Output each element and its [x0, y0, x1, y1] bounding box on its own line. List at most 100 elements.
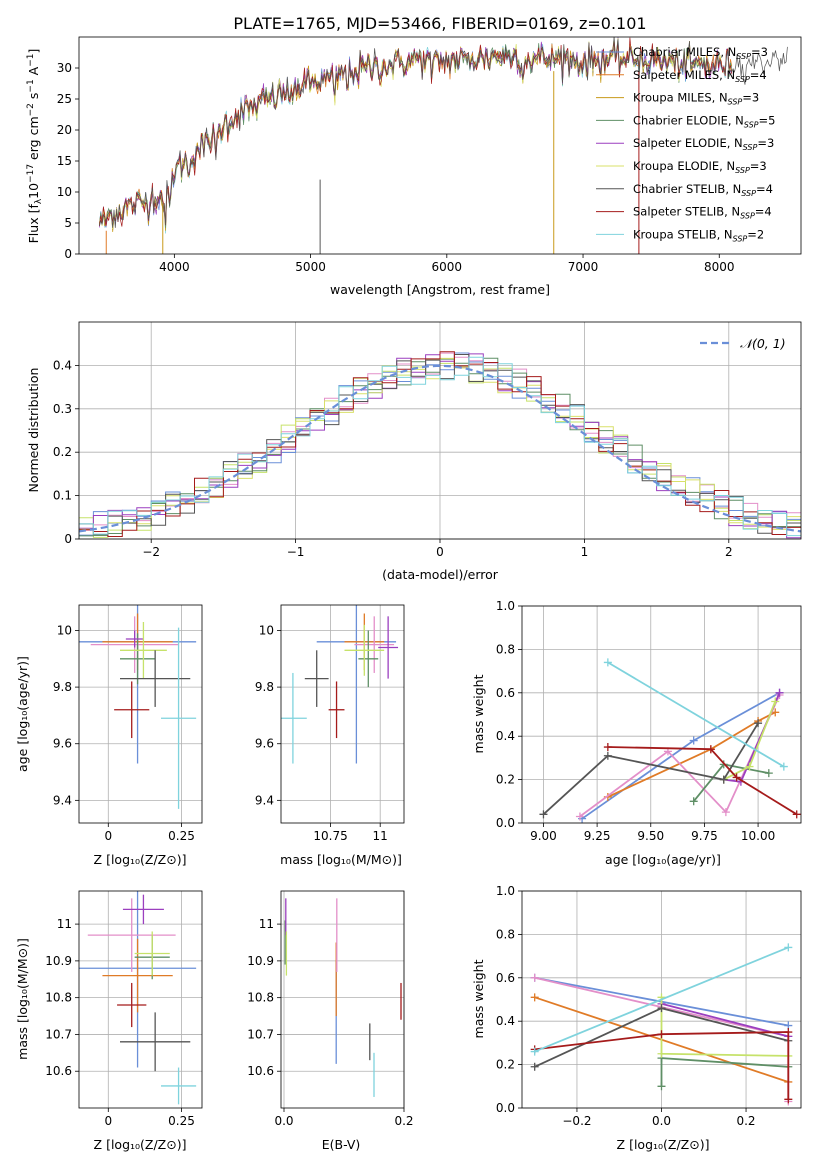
y-tick-label: 1.0 [496, 884, 515, 898]
x-tick-label: 8000 [704, 260, 735, 274]
y-tick-label: 10.8 [247, 991, 274, 1005]
x-tick-label: −0.2 [562, 1114, 591, 1128]
plot-area-age-vs-z [79, 605, 197, 809]
weight-marker [657, 1082, 666, 1091]
x-tick-label: 10.00 [741, 829, 775, 843]
plot-area-spectrum [99, 37, 788, 254]
x-tick-label: 9.25 [584, 829, 611, 843]
y-tick-label: 10.6 [247, 1064, 274, 1078]
y-tick-label: 0.0 [496, 1101, 515, 1115]
y-tick-label: 0.3 [53, 402, 72, 416]
y-axis-label: mass weight [471, 959, 486, 1038]
axes-mass-vs-ebv: 0.0 0.2 10.6 10.7 10.8 10.9 11 E(B-V) [247, 890, 414, 1152]
y-tick-label: 0.8 [496, 927, 515, 941]
x-tick-label: 0 [104, 829, 112, 843]
weight-line [607, 746, 798, 816]
axes-spectrum: 4000 5000 6000 7000 8000 0 5 10 15 20 25 30 waveleng… [26, 36, 802, 297]
weight-marker [657, 1030, 666, 1039]
spectrum-line [99, 37, 733, 227]
legend-label: Kroupa MILES, NSSP=3 [633, 91, 759, 107]
x-tick-label: 9.50 [637, 829, 664, 843]
y-tick-label: 0.4 [53, 358, 72, 372]
histogram-steps [79, 356, 801, 539]
axes-frame [280, 604, 405, 824]
weight-marker [732, 773, 741, 782]
y-tick-label: 10 [57, 185, 72, 199]
weight-marker [784, 943, 793, 952]
y-tick-label: 15 [57, 154, 72, 168]
weight-marker [689, 797, 698, 806]
legend-label: Salpeter MILES, NSSP=4 [633, 68, 767, 84]
weight-marker [530, 1062, 539, 1071]
y-tick-label: 25 [57, 92, 72, 106]
legend-label: Salpeter STELIB, NSSP=4 [633, 205, 772, 221]
x-axis-label: mass [log₁₀(M/M⊙)] [280, 852, 402, 867]
weight-marker [771, 697, 780, 706]
spectrum-line [99, 37, 733, 228]
x-tick-label: 9.75 [691, 829, 718, 843]
weight-marker [530, 973, 539, 982]
y-tick-label: 10.8 [45, 991, 72, 1005]
weight-marker [603, 658, 612, 667]
weight-line [693, 763, 769, 802]
weight-marker [706, 745, 715, 754]
y-tick-label: 11 [57, 917, 72, 931]
x-tick-label: −1 [287, 545, 305, 559]
legend: Chabrier MILES, NSSP=3 Salpeter MILES, NS… [596, 45, 775, 243]
axes-weight-vs-z: −0.2 0.0 0.2 0.0 0.2 0.4 0.6 0.8 1.0 Z [log₁₀(Z/Z… [471, 884, 802, 1152]
y-axis-label: Flux [fλ10−17 erg cm−2 s−1 A−1] [26, 49, 44, 244]
y-tick-label: 10.9 [247, 954, 274, 968]
y-tick-label: 9.8 [255, 680, 274, 694]
y-tick-label: 0.2 [496, 1058, 515, 1072]
figure-title: PLATE=1765, MJD=53466, FIBERID=0169, z=0… [233, 14, 646, 33]
y-tick-label: 20 [57, 123, 72, 137]
weight-marker [657, 1049, 666, 1058]
x-axis-label: age [log₁₀(age/yr)] [605, 852, 721, 867]
x-tick-label: 0.2 [394, 1114, 413, 1128]
y-tick-label: 9.4 [53, 793, 72, 807]
axes-frame [521, 890, 802, 1109]
weight-marker [575, 812, 584, 821]
x-tick-label: 0.25 [168, 1114, 195, 1128]
y-tick-label: 0.2 [496, 773, 515, 787]
x-tick-label: 10.75 [313, 829, 347, 843]
x-axis-label: Z [log₁₀(Z/Z⊙)] [94, 1137, 187, 1152]
y-tick-label: 1.0 [496, 599, 515, 613]
spectrum-line [99, 37, 788, 228]
x-tick-label: −2 [142, 545, 160, 559]
legend-label: Chabrier ELODIE, NSSP=5 [633, 113, 775, 129]
legend-label: Chabrier MILES, NSSP=3 [633, 45, 768, 61]
x-tick-label: 2 [725, 545, 733, 559]
x-axis-label: Z [log₁₀(Z/Z⊙)] [94, 852, 187, 867]
weight-marker [603, 751, 612, 760]
y-tick-label: 0.6 [496, 971, 515, 985]
weight-line [660, 1057, 789, 1087]
weight-marker [530, 1047, 539, 1056]
y-tick-label: 0 [64, 247, 72, 261]
y-tick-label: 10 [259, 623, 274, 637]
spectrum-line [99, 37, 732, 231]
weight-line [607, 661, 785, 768]
weight-marker [719, 775, 728, 784]
legend-label: 𝒩(0, 1) [740, 336, 786, 351]
axes-frame [78, 604, 203, 824]
y-tick-label: 10.6 [45, 1064, 72, 1078]
axes-frame [78, 890, 203, 1109]
legend-label: Kroupa STELIB, NSSP=2 [633, 227, 764, 243]
x-tick-label: 0.0 [274, 1114, 293, 1128]
y-tick-label: 0.8 [496, 642, 515, 656]
x-axis-label: (data-model)/error [382, 567, 499, 582]
plot-area-mass-vs-z [79, 891, 197, 1105]
y-axis-label: Normed distribution [26, 368, 41, 493]
weight-marker [745, 762, 754, 771]
axes-age-vs-z: 0 0.25 9.4 9.6 9.8 10 Z [log₁₀(Z/Z⊙)] age [log₁… [15, 604, 203, 867]
y-tick-label: 11 [259, 917, 274, 931]
axes-frame [521, 605, 802, 824]
y-tick-label: 5 [64, 216, 72, 230]
x-tick-label: 0.0 [652, 1114, 671, 1128]
weight-line [607, 711, 776, 798]
y-tick-label: 9.8 [53, 680, 72, 694]
x-tick-label: 6000 [432, 260, 463, 274]
y-axis-label: age [log₁₀(age/yr)] [15, 656, 30, 772]
